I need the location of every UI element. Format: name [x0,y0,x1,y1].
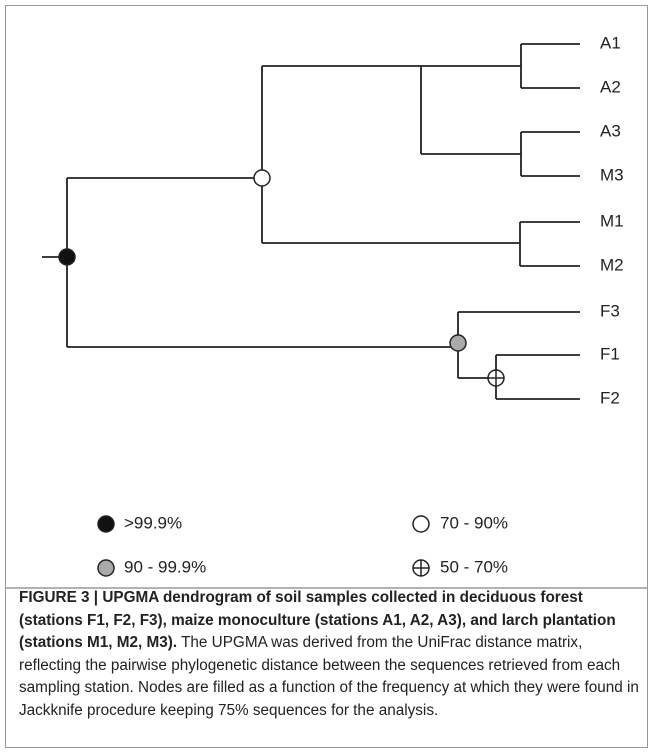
leaf-label: A1 [600,33,621,52]
leaf-label: A3 [600,121,621,140]
leaf-label: F2 [600,388,620,407]
caption: FIGURE 3 | UPGMA dendrogram of soil samp… [19,587,641,722]
legend-label: >99.9% [124,513,182,532]
legend-label: 90 - 99.9% [124,557,206,576]
leaf-label: F1 [600,344,620,363]
legend-label: 50 - 70% [440,557,508,576]
dendrogram: A1 A2 A3 M3 M1 M2 F3 F1 F2 >99.9% 70 - 9… [5,33,648,589]
caption-body: The UPGMA was derived from the UniFrac d… [19,634,639,719]
leaf-label: M3 [600,165,624,184]
legend-label: 70 - 90% [440,513,508,532]
legend [97,515,430,577]
caption-title: FIGURE 3 | UPGMA dendrogram of soil samp… [19,589,616,651]
leaf-label: A2 [600,77,621,96]
leaf-label: M1 [600,211,624,230]
leaf-labels: A1 A2 A3 M3 M1 M2 F3 F1 F2 [600,33,624,407]
leaf-label: M2 [600,255,624,274]
nodes [58,169,505,387]
branches [42,43,580,400]
leaf-label: F3 [600,301,620,320]
figure-frame [5,5,648,748]
